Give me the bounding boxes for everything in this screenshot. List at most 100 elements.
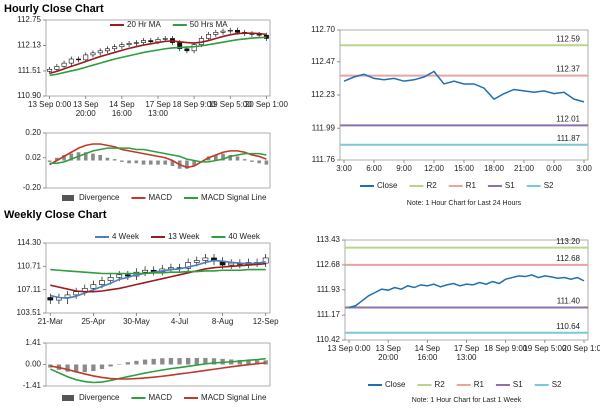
plot-frame xyxy=(45,342,271,387)
divergence-bar xyxy=(82,364,87,373)
y-tick-label: 112.13 xyxy=(17,41,41,50)
y-tick-label: 110.42 xyxy=(316,335,340,344)
section-heading: Weekly Close Chart xyxy=(4,209,107,221)
x-tick-label: 4-Jul xyxy=(170,317,189,326)
divergence-bar xyxy=(62,155,66,161)
divergence-bar xyxy=(235,156,240,161)
divergence-bar xyxy=(211,358,217,365)
legend-label: 40 Week xyxy=(228,232,260,241)
legend-label: MACD xyxy=(148,393,172,402)
candle-body xyxy=(68,58,74,64)
plot-frame xyxy=(45,242,271,314)
legend-swatch xyxy=(62,195,74,201)
candle-body xyxy=(227,29,233,32)
series-line xyxy=(50,268,266,275)
divergence-bar xyxy=(108,364,113,367)
x-tick-label: 25-Apr xyxy=(81,317,106,326)
divergence-bar xyxy=(48,364,53,368)
level-value-label: 112.68 xyxy=(556,254,580,263)
legend-label: S1 xyxy=(505,181,515,190)
x-tick-label: 0:00 xyxy=(546,164,562,173)
y-tick-label: 114.30 xyxy=(17,238,41,247)
y-tick-label: 111.51 xyxy=(18,66,42,75)
plot-frame xyxy=(339,29,589,161)
level-value-label: 112.59 xyxy=(556,34,580,43)
divergence-bar xyxy=(156,160,160,165)
candle-body xyxy=(184,48,190,52)
y-tick-label: 112.47 xyxy=(311,57,335,66)
divergence-bar xyxy=(112,159,117,161)
divergence-bar xyxy=(141,160,146,165)
candle-body xyxy=(235,29,240,33)
divergence-bar xyxy=(254,360,260,365)
y-tick-label: 112.75 xyxy=(17,15,41,24)
legend-label: R2 xyxy=(426,181,437,190)
section-heading: Hourly Close Chart xyxy=(4,3,104,15)
divergence-bar xyxy=(120,160,124,162)
x-tick-label: 19 Sep 5:00 xyxy=(523,344,567,353)
x-tick-label: 21-Mar xyxy=(37,317,63,326)
candle-body xyxy=(141,40,147,43)
divergence-bar xyxy=(237,359,242,365)
divergence-bar xyxy=(134,160,139,164)
x-tick-label: 18 Sep 9:00 xyxy=(172,100,216,109)
x-tick-label: 18 Sep 9:00 xyxy=(484,344,528,353)
y-tick-label: 0.20 xyxy=(25,128,41,137)
candle-body xyxy=(83,54,89,61)
divergence-bar xyxy=(242,159,247,161)
divergence-bar xyxy=(194,357,199,365)
divergence-bar xyxy=(98,155,102,161)
divergence-bar xyxy=(186,357,191,365)
candle-body xyxy=(61,62,67,67)
series-line xyxy=(49,357,266,384)
x-tick-label: 13 Sep 0:00 xyxy=(327,344,371,353)
divergence-bar xyxy=(69,153,74,161)
divergence-bar xyxy=(170,160,175,166)
legend-label: Divergence xyxy=(79,393,120,402)
divergence-bar xyxy=(246,360,251,365)
y-tick-label: 111.17 xyxy=(317,310,341,319)
candle-body xyxy=(213,32,219,35)
legend-label: 13 Week xyxy=(168,232,200,241)
candle-body xyxy=(262,257,269,264)
x-tick-label: 20 Sep 1:00 xyxy=(562,344,600,353)
y-tick-label: 107.11 xyxy=(17,285,41,294)
candle-body xyxy=(47,297,54,301)
level-value-label: 110.64 xyxy=(556,322,580,331)
x-tick-label: 13 Sep 20:00 xyxy=(73,100,99,118)
x-tick-label: 15:00 xyxy=(453,164,475,173)
candle-body xyxy=(90,284,97,289)
series-line xyxy=(49,32,267,75)
level-value-label: 112.01 xyxy=(556,115,580,124)
y-tick-label: 103.51 xyxy=(17,308,42,317)
legend-label: Divergence xyxy=(79,193,120,202)
chart-note: Note: 1 Hour Chart for Last 24 Hours xyxy=(407,200,522,207)
y-tick-label: 111.99 xyxy=(312,123,336,132)
legend-label: MACD Signal Line xyxy=(201,193,267,202)
candle-body xyxy=(54,66,60,70)
x-tick-label: 18:00 xyxy=(483,164,505,173)
x-tick-label: 6:00 xyxy=(366,164,382,173)
y-tick-label: 110.90 xyxy=(17,91,41,100)
legend-label: 50 Hrs MA xyxy=(190,20,228,29)
y-tick-label: 0.02 xyxy=(25,153,41,162)
legend-swatch xyxy=(62,395,74,401)
x-tick-label: 14 Sep 16:00 xyxy=(414,344,440,362)
divergence-bar xyxy=(203,357,208,365)
level-value-label: 111.40 xyxy=(557,297,581,306)
candle-body xyxy=(206,34,212,39)
x-tick-label: 17 Sep 13:00 xyxy=(145,100,171,118)
y-tick-label: 111.93 xyxy=(317,285,341,294)
candle-body xyxy=(104,48,110,52)
divergence-bar xyxy=(250,160,254,162)
divergence-bar xyxy=(105,157,110,161)
divergence-bar xyxy=(257,160,261,164)
x-tick-label: 20 Sep 1:00 xyxy=(244,100,288,109)
y-tick-label: 1.41 xyxy=(25,338,41,347)
divergence-bar xyxy=(160,358,165,365)
divergence-bar xyxy=(91,153,95,161)
divergence-bar xyxy=(151,358,156,365)
x-tick-label: 9:00 xyxy=(396,164,412,173)
divergence-bar xyxy=(125,362,130,365)
